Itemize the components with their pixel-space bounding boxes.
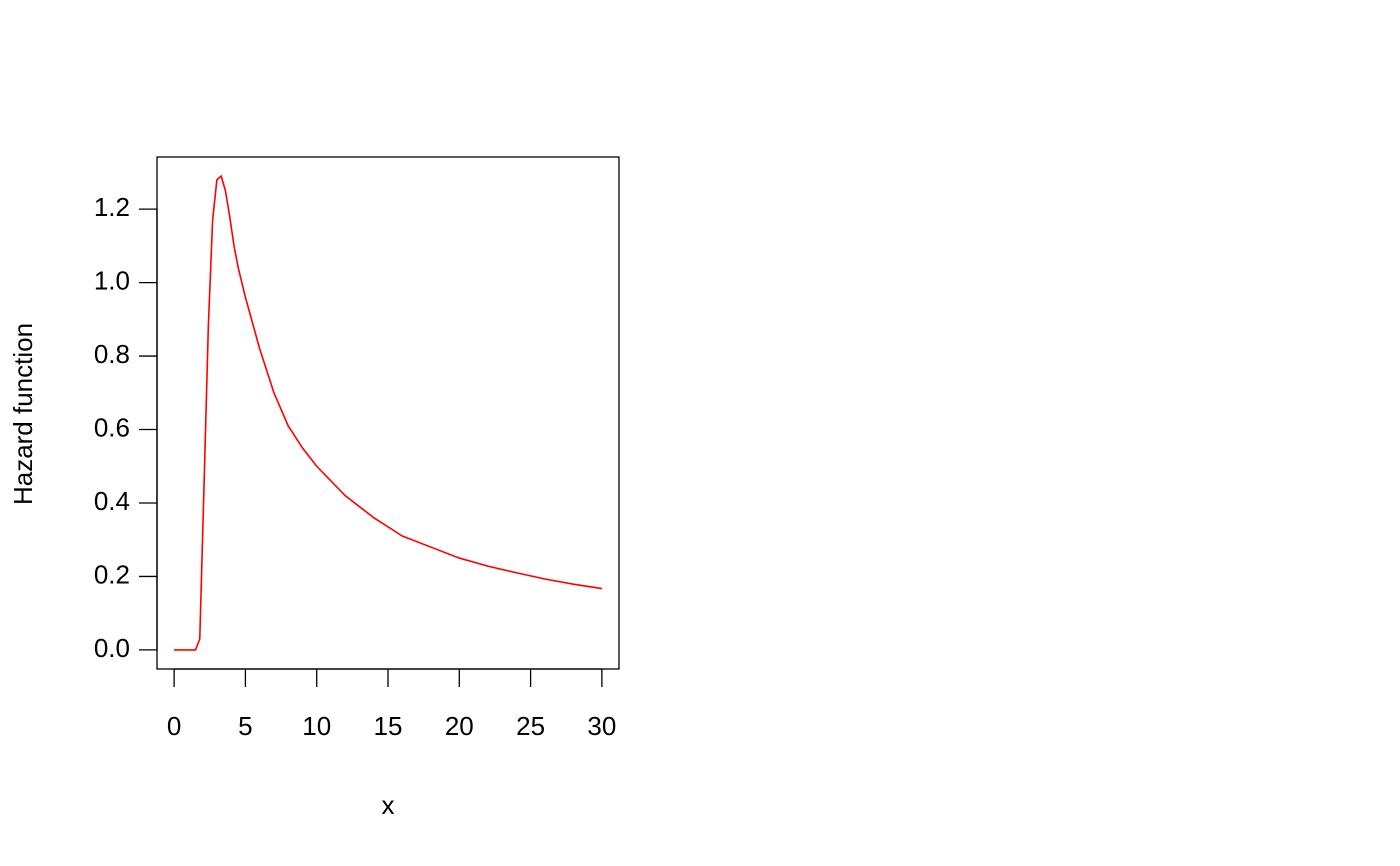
y-tick-label: 0.8: [94, 339, 130, 369]
y-tick-label: 1.2: [94, 192, 130, 222]
x-tick-label: 0: [167, 711, 181, 741]
x-axis-label: x: [382, 790, 395, 820]
x-tick-label: 15: [374, 711, 403, 741]
hazard-line: [174, 174, 603, 651]
plot-frame: [156, 156, 620, 670]
x-tick-label: 10: [302, 711, 331, 741]
y-tick-label: 0.4: [94, 486, 130, 516]
x-tick-label: 25: [516, 711, 545, 741]
x-tick-label: 5: [238, 711, 252, 741]
y-tick-label: 0.0: [94, 633, 130, 663]
y-tick-label: 1.0: [94, 265, 130, 295]
x-tick-label: 20: [445, 711, 474, 741]
y-axis-label: Hazard function: [8, 323, 38, 505]
x-tick-label: 30: [587, 711, 616, 741]
y-tick-label: 0.2: [94, 559, 130, 589]
y-tick-label: 0.6: [94, 412, 130, 442]
